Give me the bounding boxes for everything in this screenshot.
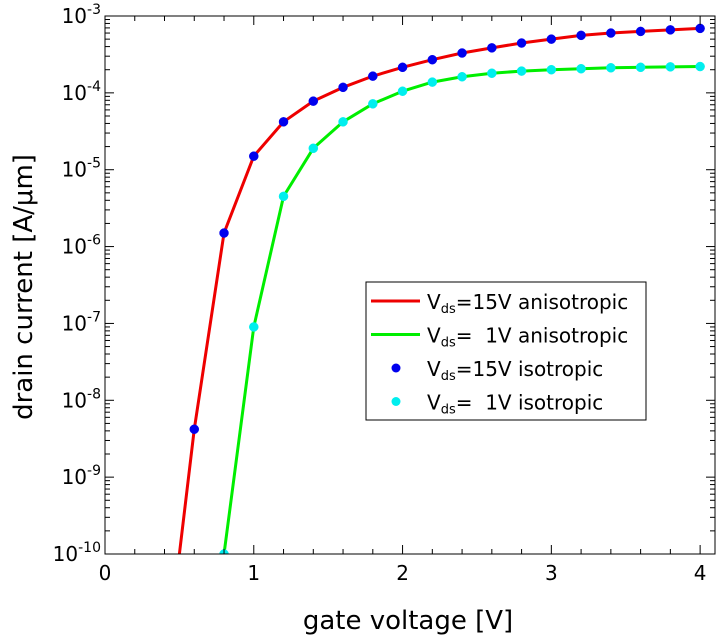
series-point-3 xyxy=(695,61,705,72)
legend-label: Vds= 1V isotropic xyxy=(427,391,603,418)
legend-label-v: V xyxy=(427,357,441,381)
series-point-2 xyxy=(368,71,378,81)
series-point-2 xyxy=(397,62,408,73)
legend-label-sub: ds xyxy=(441,369,456,384)
y-tick-base: 10 xyxy=(62,388,87,412)
series-point-2 xyxy=(457,48,467,58)
y-tick-label: 10-8 xyxy=(62,386,101,412)
series-point-2 xyxy=(606,28,616,38)
series-point-2 xyxy=(546,34,557,44)
series-point-2 xyxy=(487,43,497,53)
series-point-2 xyxy=(576,30,586,41)
y-tick-exponent: -8 xyxy=(87,386,101,402)
axes-layer: 0 1 2 3 410-310-410-510-610-710-810-910-10 xyxy=(53,2,707,585)
series-layer xyxy=(177,23,705,554)
series-point-3 xyxy=(397,86,408,96)
series-point-3 xyxy=(516,66,527,76)
legend-label-rest: =15V anisotropic xyxy=(456,290,629,314)
legend-label-v: V xyxy=(427,290,441,314)
y-tick-base: 10 xyxy=(53,542,78,566)
y-tick-exponent: -6 xyxy=(87,233,101,249)
y-tick-label: 10-4 xyxy=(62,79,102,105)
series-point-3 xyxy=(606,63,616,73)
legend-box xyxy=(365,281,647,421)
series-point-3 xyxy=(487,68,497,78)
series-point-3 xyxy=(635,62,646,73)
y-tick-exponent: -5 xyxy=(87,156,101,172)
legend-label: Vds= 1V anisotropic xyxy=(427,324,628,351)
legend-label-rest: =15V isotropic xyxy=(456,357,604,381)
y-tick-exponent: -3 xyxy=(87,2,101,18)
legend-label-sub: ds xyxy=(441,403,456,418)
series-point-2 xyxy=(308,96,319,106)
series-point-2 xyxy=(516,38,527,48)
legend-label: Vds=15V isotropic xyxy=(427,357,603,384)
y-tick-base: 10 xyxy=(62,4,87,28)
plot-border xyxy=(104,15,716,555)
series-point-2 xyxy=(189,424,200,434)
series-point-2 xyxy=(695,23,705,34)
legend-label-v: V xyxy=(427,324,441,348)
series-point-3 xyxy=(576,63,586,74)
plot-frame xyxy=(104,15,716,555)
y-tick-base: 10 xyxy=(62,158,87,182)
legend-label-sub: ds xyxy=(441,302,456,317)
series-point-3 xyxy=(457,72,467,82)
y-tick-base: 10 xyxy=(62,311,87,335)
x-tick-label: 4 xyxy=(694,561,707,585)
y-tick-exponent: -9 xyxy=(87,463,101,479)
y-tick-label: 10-7 xyxy=(62,309,101,335)
y-tick-label: 10-5 xyxy=(62,156,101,182)
series-point-3 xyxy=(308,143,319,154)
series-point-2 xyxy=(635,26,646,37)
series-point-2 xyxy=(219,228,229,238)
y-tick-exponent: -4 xyxy=(87,79,101,95)
legend-label: Vds=15V anisotropic xyxy=(427,290,628,317)
y-axis-title: drain current [A/μm] xyxy=(9,154,39,420)
legend-label-rest: = 1V anisotropic xyxy=(456,324,629,348)
y-tick-label: 10-9 xyxy=(62,463,101,489)
legend-label-v: V xyxy=(427,391,441,415)
series-point-3 xyxy=(338,117,348,127)
y-tick-label: 10-10 xyxy=(53,540,101,566)
series-point-3 xyxy=(368,99,378,109)
y-tick-label: 10-6 xyxy=(62,233,102,259)
x-axis-title: gate voltage [V] xyxy=(303,606,513,636)
legend-label-rest: = 1V isotropic xyxy=(456,391,604,415)
series-point-2 xyxy=(427,54,438,65)
series-point-3 xyxy=(665,62,676,72)
x-tick-label: 1 xyxy=(247,561,260,585)
y-tick-exponent: -10 xyxy=(78,540,101,556)
series-point-2 xyxy=(338,82,348,93)
legend-label-sub: ds xyxy=(441,336,456,351)
legend-swatch-marker xyxy=(391,397,401,406)
y-tick-label: 10-3 xyxy=(62,2,101,28)
series-point-2 xyxy=(249,151,259,161)
y-tick-base: 10 xyxy=(62,235,87,259)
series-point-3 xyxy=(427,77,438,87)
series-point-3 xyxy=(278,191,289,202)
x-tick-label: 0 xyxy=(99,561,112,585)
legend-swatch-marker xyxy=(391,363,401,373)
y-tick-exponent: -7 xyxy=(87,309,101,325)
y-tick-base: 10 xyxy=(62,465,87,489)
series-point-3 xyxy=(249,322,259,332)
x-tick-label: 2 xyxy=(396,561,409,585)
x-tick-label: 3 xyxy=(545,561,558,585)
series-point-3 xyxy=(546,64,557,75)
series-point-2 xyxy=(278,117,289,127)
series-point-2 xyxy=(665,25,676,35)
y-tick-base: 10 xyxy=(62,81,87,105)
